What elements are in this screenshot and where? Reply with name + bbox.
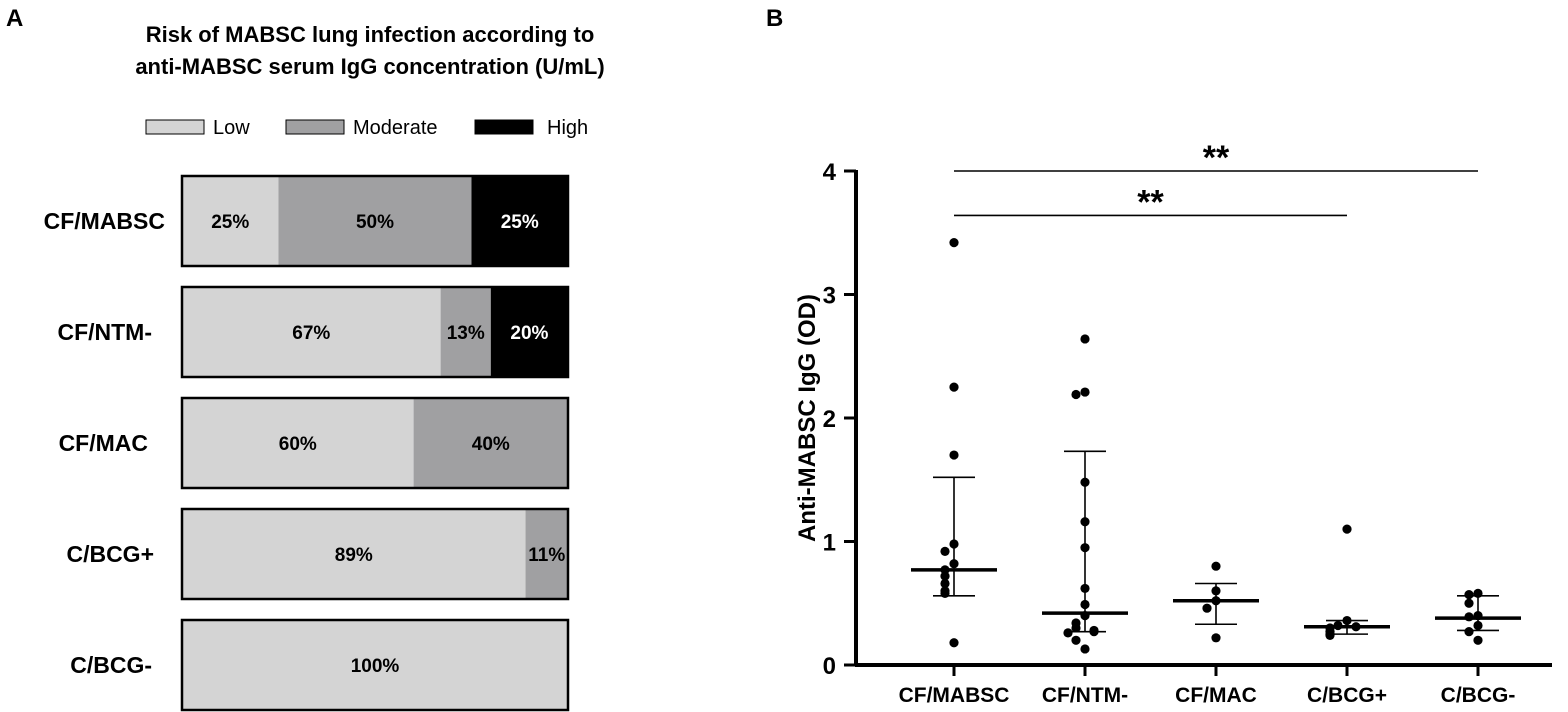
segment-label-cf-mac-low: 60% — [279, 434, 317, 455]
bar-segment-cf-ntm-moderate — [440, 287, 491, 377]
bar-segment-cf-mac-low — [182, 398, 414, 488]
dot-plot-area: 0 1 2 3 4 CF/MABSC CF/NTM- CF/MAC C/BCG+ C/BCG- **… — [823, 139, 1552, 707]
segment-label-c-bcg-low: 100% — [351, 656, 400, 677]
data-point-c-bcg-1 — [1464, 590, 1474, 600]
significance-label-1: ** — [1203, 139, 1230, 177]
data-point-cf-mabsc-3 — [949, 539, 959, 549]
segment-label-cf-mac-moderate: 40% — [472, 434, 510, 455]
y-tick-label-3: 3 — [823, 283, 836, 310]
panel-a-stacked-bar-chart: A Risk of MABSC lung infection according… — [6, 5, 605, 712]
segment-label-cf-mabsc-high: 25% — [501, 212, 539, 233]
category-label-cf-ntm: CF/NTM- — [57, 319, 152, 345]
data-point-cf-ntm-3 — [1080, 477, 1090, 487]
segment-label-cf-mabsc-low: 25% — [211, 212, 249, 233]
data-point-cf-mabsc-8 — [940, 578, 950, 589]
data-point-cf-mac-0 — [1211, 561, 1221, 571]
segment-label-cf-ntm-high: 20% — [510, 323, 548, 344]
segment-label-c-bcg-moderate: 11% — [528, 545, 565, 566]
bar-segment-c-bcg-low — [182, 620, 568, 710]
bar-segment-cf-mac-moderate — [413, 398, 568, 488]
category-label-cf-mac: CF/MAC — [59, 430, 148, 456]
data-point-cf-ntm-4 — [1080, 517, 1090, 527]
data-point-cf-mac-1 — [1211, 586, 1221, 596]
panel-b-label: B — [766, 5, 783, 32]
data-point-c-bcg-0 — [1473, 588, 1483, 598]
segment-label-cf-ntm-moderate: 13% — [447, 323, 485, 344]
segment-label-c-bcg-low: 89% — [335, 545, 373, 566]
legend-label-low: Low — [213, 117, 250, 139]
bar-outline-cf-mabsc — [180, 174, 570, 268]
data-point-cf-ntm-6 — [1080, 583, 1090, 594]
category-label-c-bcg: C/BCG+ — [66, 541, 154, 567]
y-tick-label-0: 0 — [823, 653, 836, 680]
bar-segment-cf-ntm-low — [182, 287, 441, 377]
data-point-cf-ntm-15 — [1080, 644, 1090, 654]
data-point-cf-ntm-1 — [1080, 387, 1090, 397]
data-point-c-bcg-2 — [1464, 598, 1474, 608]
data-point-cf-mabsc-5 — [949, 559, 959, 569]
legend-swatch-high — [474, 119, 534, 135]
y-axis-label: Anti-MABSC IgG (OD) — [794, 294, 821, 542]
x-tick-label-cf-ntm: CF/NTM- — [1042, 684, 1128, 707]
bar-segment-cf-ntm-high — [490, 287, 568, 377]
x-tick-label-cf-mabsc: CF/MABSC — [899, 684, 1010, 707]
segment-label-cf-ntm-low: 67% — [292, 323, 330, 344]
legend: Low Moderate High — [145, 117, 588, 139]
significance-label-2: ** — [1137, 183, 1164, 221]
bar-segment-cf-mabsc-low — [182, 176, 279, 266]
data-point-cf-mabsc-11 — [949, 638, 959, 648]
data-point-cf-ntm-5 — [1080, 543, 1090, 553]
panel-a-title-line-1: Risk of MABSC lung infection according t… — [146, 22, 595, 47]
bar-outline-c-bcg — [180, 507, 570, 601]
data-point-cf-ntm-14 — [1071, 635, 1081, 645]
data-point-cf-ntm-2 — [1071, 389, 1081, 400]
category-label-cf-mabsc: CF/MABSC — [44, 208, 165, 234]
data-point-cf-mac-3 — [1202, 603, 1212, 613]
legend-swatch-low — [145, 119, 205, 135]
data-point-c-bcg-7 — [1473, 635, 1483, 645]
data-point-c-bcg-6 — [1464, 627, 1474, 637]
segment-label-cf-mabsc-moderate: 50% — [356, 212, 394, 233]
bar-outline-cf-ntm — [180, 285, 570, 379]
data-point-cf-mac-4 — [1211, 633, 1221, 643]
data-point-cf-mabsc-4 — [940, 546, 950, 556]
data-point-cf-mabsc-10 — [940, 588, 950, 598]
y-tick-label-2: 2 — [823, 406, 836, 433]
panel-a-label: A — [6, 5, 23, 32]
legend-swatch-moderate — [285, 119, 345, 135]
bar-segment-c-bcg-low — [182, 509, 526, 599]
data-point-c-bcg-1 — [1342, 615, 1352, 626]
bar-outline-cf-mac — [180, 396, 570, 490]
data-point-cf-mabsc-1 — [949, 382, 959, 392]
y-tick-label-4: 4 — [823, 159, 837, 186]
x-tick-label-c-bcg: C/BCG- — [1441, 684, 1516, 707]
data-point-cf-mabsc-7 — [940, 571, 950, 581]
panel-a-title-line-2: anti-MABSC serum IgG concentration (U/mL… — [135, 54, 604, 79]
data-point-cf-mabsc-0 — [949, 238, 959, 248]
stacked-bars: CF/MABSC 25% 50% 25% CF/NTM- 67% 13% 20% CF/MAC 6… — [44, 174, 570, 712]
data-point-cf-mabsc-2 — [949, 450, 959, 460]
y-tick-label-1: 1 — [823, 530, 836, 557]
legend-label-moderate: Moderate — [353, 117, 438, 139]
bar-outline-c-bcg — [180, 618, 570, 712]
category-label-c-bcg: C/BCG- — [70, 652, 152, 678]
data-point-c-bcg-0 — [1342, 524, 1352, 534]
data-point-cf-ntm-0 — [1080, 334, 1090, 344]
x-tick-label-c-bcg: C/BCG+ — [1307, 684, 1387, 707]
legend-label-high: High — [547, 117, 588, 139]
bar-segment-cf-mabsc-high — [471, 176, 568, 266]
data-point-cf-ntm-7 — [1080, 599, 1090, 610]
panel-b-dot-plot: B Anti-MABSC IgG (OD) 0 1 2 3 4 CF/MABSC CF/NT… — [766, 5, 1552, 707]
data-point-c-bcg-7 — [1325, 630, 1335, 640]
x-tick-label-cf-mac: CF/MAC — [1175, 684, 1257, 707]
bar-segment-cf-mabsc-moderate — [278, 176, 472, 266]
data-point-cf-ntm-10 — [1071, 623, 1081, 633]
data-point-cf-ntm-13 — [1063, 628, 1073, 638]
data-point-c-bcg-5 — [1473, 620, 1483, 631]
data-point-cf-ntm-12 — [1089, 627, 1099, 637]
bar-segment-c-bcg-moderate — [525, 509, 568, 599]
